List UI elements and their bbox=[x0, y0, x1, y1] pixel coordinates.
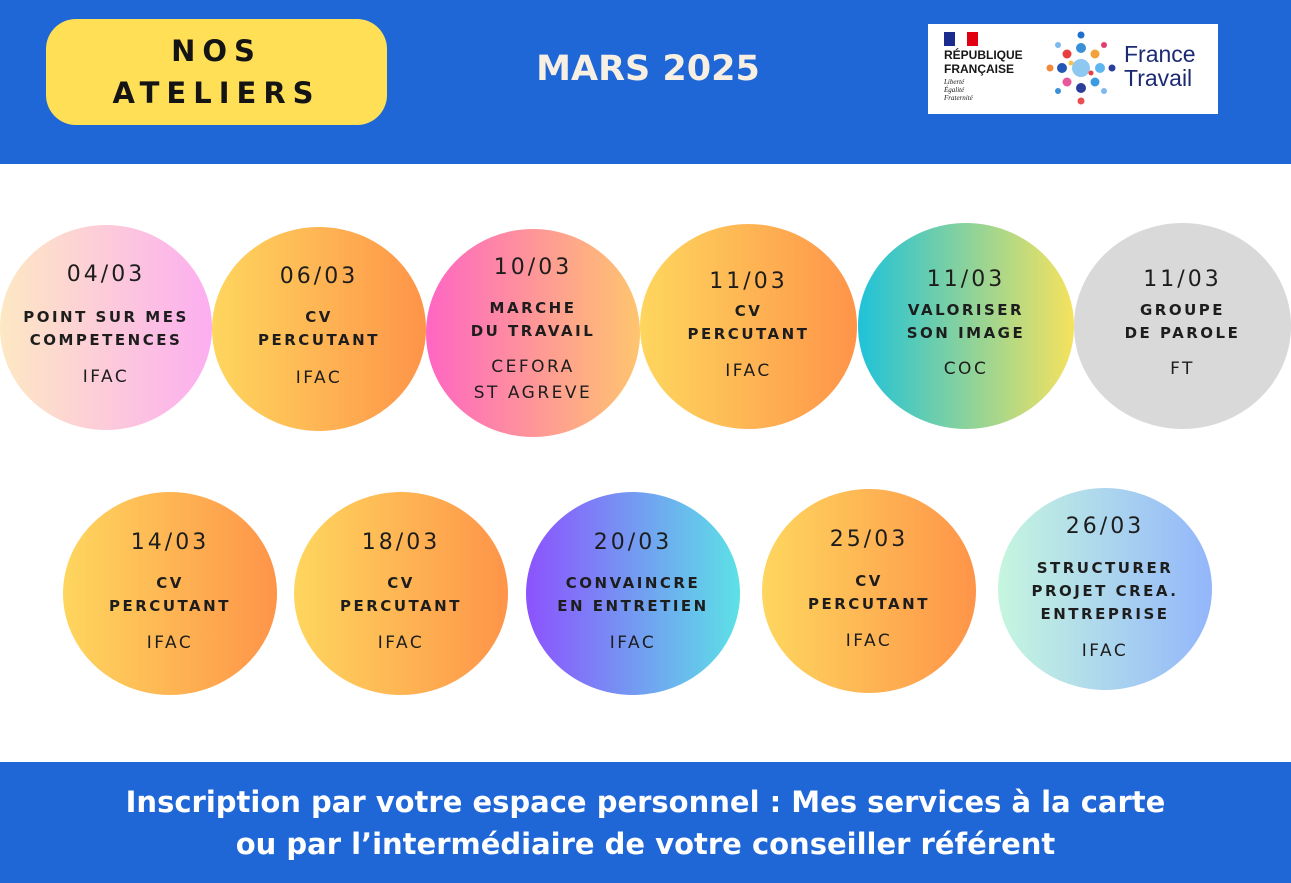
workshop-date: 26/03 bbox=[1065, 514, 1145, 539]
workshop-date: 10/03 bbox=[493, 255, 573, 280]
workshop-circle: 20/03 CONVAINCRE EN ENTRETIEN IFAC bbox=[526, 492, 740, 695]
title-line-2: ATELIERS bbox=[112, 76, 321, 110]
workshop-circle: 11/03 GROUPE DE PAROLE FT bbox=[1074, 223, 1291, 429]
workshop-date: 11/03 bbox=[709, 269, 788, 294]
republique-motto: Liberté Égalité Fraternité bbox=[944, 78, 973, 102]
workshop-organizer: IFAC bbox=[1081, 641, 1129, 661]
month-title: MARS 2025 bbox=[536, 49, 760, 89]
workshop-date: 14/03 bbox=[130, 530, 210, 555]
workshop-circle: 11/03 CV PERCUTANT IFAC bbox=[640, 224, 857, 429]
workshop-organizer: IFAC bbox=[609, 633, 657, 653]
partner-logos: RÉPUBLIQUE FRANÇAISE Liberté Égalité Fra… bbox=[928, 24, 1218, 114]
workshop-circle: 26/03 STRUCTURER PROJET CREA. ENTREPRISE I… bbox=[998, 488, 1212, 690]
footer-line-2: ou par l’intermédiaire de votre conseill… bbox=[235, 826, 1056, 861]
workshop-organizer: IFAC bbox=[146, 633, 194, 653]
workshop-circle: 25/03 CV PERCUTANT IFAC bbox=[762, 489, 976, 693]
workshop-circle: 11/03 VALORISER SON IMAGE COC bbox=[858, 223, 1074, 429]
footer-banner: Inscription par votre espace personnel :… bbox=[0, 762, 1291, 883]
workshop-date: 18/03 bbox=[361, 530, 441, 555]
footer-line-1: Inscription par votre espace personnel :… bbox=[125, 784, 1166, 819]
workshop-title: VALORISER SON IMAGE bbox=[906, 301, 1026, 342]
header-banner: NOS ATELIERS MARS 2025 RÉPUBLIQUE FRANÇA… bbox=[0, 0, 1291, 164]
workshop-title: GROUPE DE PAROLE bbox=[1124, 301, 1241, 342]
workshop-title: CV PERCUTANT bbox=[340, 574, 462, 615]
workshop-date: 06/03 bbox=[279, 264, 359, 289]
workshop-title: MARCHE DU TRAVAIL bbox=[470, 299, 596, 340]
title-line-1: NOS bbox=[171, 34, 262, 68]
workshop-date: 20/03 bbox=[593, 530, 673, 555]
workshop-circle: 04/03 POINT SUR MES COMPETENCES IFAC bbox=[0, 225, 212, 430]
workshop-title: CONVAINCRE EN ENTRETIEN bbox=[557, 574, 709, 615]
workshop-organizer: COC bbox=[943, 359, 989, 379]
workshop-organizer: IFAC bbox=[295, 368, 343, 388]
workshop-circle: 10/03 MARCHE DU TRAVAIL CEFORA ST AGREVE bbox=[426, 229, 640, 437]
workshop-organizer: FT bbox=[1170, 359, 1195, 379]
france-travail-dots-icon bbox=[1046, 31, 1116, 105]
workshop-title: CV PERCUTANT bbox=[258, 308, 380, 349]
france-travail-logo-text: France Travail bbox=[1124, 41, 1196, 91]
workshop-title: CV PERCUTANT bbox=[109, 574, 231, 615]
workshop-title: CV PERCUTANT bbox=[687, 302, 810, 343]
workshop-title: POINT SUR MES COMPETENCES bbox=[23, 308, 189, 349]
workshop-organizer: IFAC bbox=[377, 633, 425, 653]
workshop-date: 04/03 bbox=[66, 262, 146, 287]
workshop-title: STRUCTURER PROJET CREA. ENTREPRISE bbox=[1031, 559, 1179, 623]
republique-francaise-logo-text: RÉPUBLIQUE FRANÇAISE bbox=[944, 48, 1023, 76]
workshop-circle: 14/03 CV PERCUTANT IFAC bbox=[63, 492, 277, 695]
workshop-date: 25/03 bbox=[829, 527, 909, 552]
workshop-organizer: IFAC bbox=[82, 367, 130, 387]
title-pill: NOS ATELIERS bbox=[46, 19, 387, 125]
workshop-organizer: IFAC bbox=[845, 631, 893, 651]
workshop-organizer: CEFORA ST AGREVE bbox=[473, 357, 593, 403]
workshop-circle: 18/03 CV PERCUTANT IFAC bbox=[294, 492, 508, 695]
french-flag-icon bbox=[944, 32, 978, 46]
workshop-organizer: IFAC bbox=[725, 361, 772, 381]
workshop-date: 11/03 bbox=[1143, 267, 1222, 292]
workshop-title: CV PERCUTANT bbox=[808, 572, 930, 613]
workshop-circle: 06/03 CV PERCUTANT IFAC bbox=[212, 227, 426, 431]
workshop-date: 11/03 bbox=[926, 267, 1006, 292]
